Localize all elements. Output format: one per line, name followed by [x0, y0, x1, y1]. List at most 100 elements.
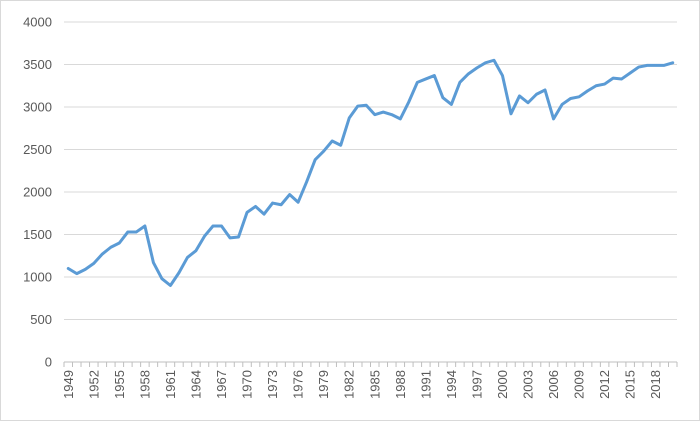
data-point — [577, 95, 581, 99]
data-point — [262, 212, 266, 216]
data-point — [152, 261, 155, 264]
data-point — [407, 100, 411, 104]
data-point — [365, 104, 368, 107]
data-point — [169, 284, 172, 287]
y-tick-label: 1500 — [23, 227, 52, 242]
data-point — [637, 65, 640, 69]
data-point — [203, 235, 206, 238]
data-point — [560, 103, 564, 106]
y-tick-label: 1000 — [23, 270, 52, 285]
data-point — [569, 97, 572, 100]
data-point — [313, 158, 317, 161]
x-tick-label: 1979 — [316, 370, 331, 399]
x-tick-label: 1997 — [469, 370, 484, 399]
data-point — [671, 61, 674, 64]
y-tick-label: 0 — [45, 355, 52, 370]
x-tick-label: 2018 — [648, 370, 663, 399]
data-point — [109, 246, 113, 249]
data-point — [654, 64, 657, 67]
x-tick-label: 1973 — [265, 370, 280, 399]
x-tick-label: 1949 — [61, 370, 76, 399]
data-point — [296, 201, 300, 204]
data-point — [416, 81, 419, 84]
data-point — [92, 262, 95, 265]
data-point — [433, 74, 436, 77]
data-point — [143, 224, 147, 228]
data-point — [518, 94, 521, 98]
x-tick-label: 1958 — [137, 370, 152, 399]
data-point — [611, 76, 615, 80]
x-tick-label: 1967 — [214, 370, 229, 399]
x-tick-label: 1955 — [112, 370, 127, 399]
x-tick-label: 2012 — [597, 370, 612, 399]
data-point — [620, 77, 623, 81]
data-point — [271, 201, 274, 205]
data-point — [186, 256, 189, 259]
y-tick-label: 500 — [30, 312, 52, 327]
data-point — [135, 230, 138, 234]
data-point — [279, 203, 283, 206]
x-tick-label: 1961 — [163, 370, 178, 399]
data-point — [467, 72, 470, 76]
y-tick-labels: 0 500 1000 1500 2000 2500 3000 3500 4000 — [23, 15, 52, 370]
data-point — [330, 139, 334, 143]
data-point — [450, 103, 453, 106]
x-tick-label: 1964 — [188, 370, 203, 399]
data-point — [390, 113, 393, 116]
series-line — [66, 58, 675, 287]
x-tick-label: 1952 — [86, 370, 101, 399]
y-tick-label: 3000 — [23, 100, 52, 115]
data-point — [492, 59, 496, 62]
data-point — [663, 64, 666, 67]
data-point — [373, 113, 376, 116]
data-point — [424, 77, 428, 81]
x-tick-label: 1994 — [444, 370, 459, 399]
x-tick-label: 2015 — [623, 370, 638, 399]
x-tick-label: 1988 — [393, 370, 408, 399]
data-point — [254, 205, 257, 208]
x-tick-label: 1976 — [291, 370, 306, 399]
data-point — [194, 249, 198, 252]
data-point — [126, 230, 130, 234]
data-point — [501, 74, 504, 77]
data-point — [356, 104, 359, 108]
y-tick-label: 4000 — [23, 15, 52, 30]
data-point — [67, 267, 70, 270]
data-point — [526, 101, 530, 104]
data-point — [603, 82, 606, 86]
x-tick-labels: 1949 1952 1955 1958 1961 1964 1967 1970 1973 1976… — [61, 370, 663, 399]
data-point — [84, 268, 87, 271]
data-point — [305, 180, 308, 183]
data-point — [101, 252, 104, 256]
x-tick-label: 1991 — [418, 370, 433, 399]
data-point — [509, 112, 513, 116]
x-tick-label: 2000 — [495, 370, 510, 399]
x-tick-label: 2006 — [546, 370, 561, 399]
data-point — [339, 144, 342, 147]
x-tick-label: 2003 — [521, 370, 536, 399]
data-point — [441, 96, 445, 99]
data-point — [628, 71, 632, 75]
data-point — [543, 88, 547, 92]
data-point — [348, 116, 351, 120]
data-point — [237, 235, 240, 239]
y-tick-label: 2500 — [23, 142, 52, 157]
data-point — [177, 271, 181, 274]
data-point — [75, 272, 78, 275]
x-tick-label: 1985 — [367, 370, 382, 399]
y-tick-label: 2000 — [23, 185, 52, 200]
data-point — [552, 117, 555, 121]
data-point — [118, 241, 121, 245]
x-tick-label: 1982 — [342, 370, 357, 399]
data-point — [220, 224, 223, 228]
y-tick-label: 3500 — [23, 57, 52, 72]
data-point — [228, 236, 232, 240]
x-tick-label: 1970 — [240, 370, 255, 399]
data-point — [535, 93, 538, 96]
data-point — [211, 224, 215, 228]
series-layer — [66, 58, 675, 287]
data-point — [594, 84, 598, 87]
data-point — [586, 89, 589, 93]
data-point — [484, 61, 487, 64]
